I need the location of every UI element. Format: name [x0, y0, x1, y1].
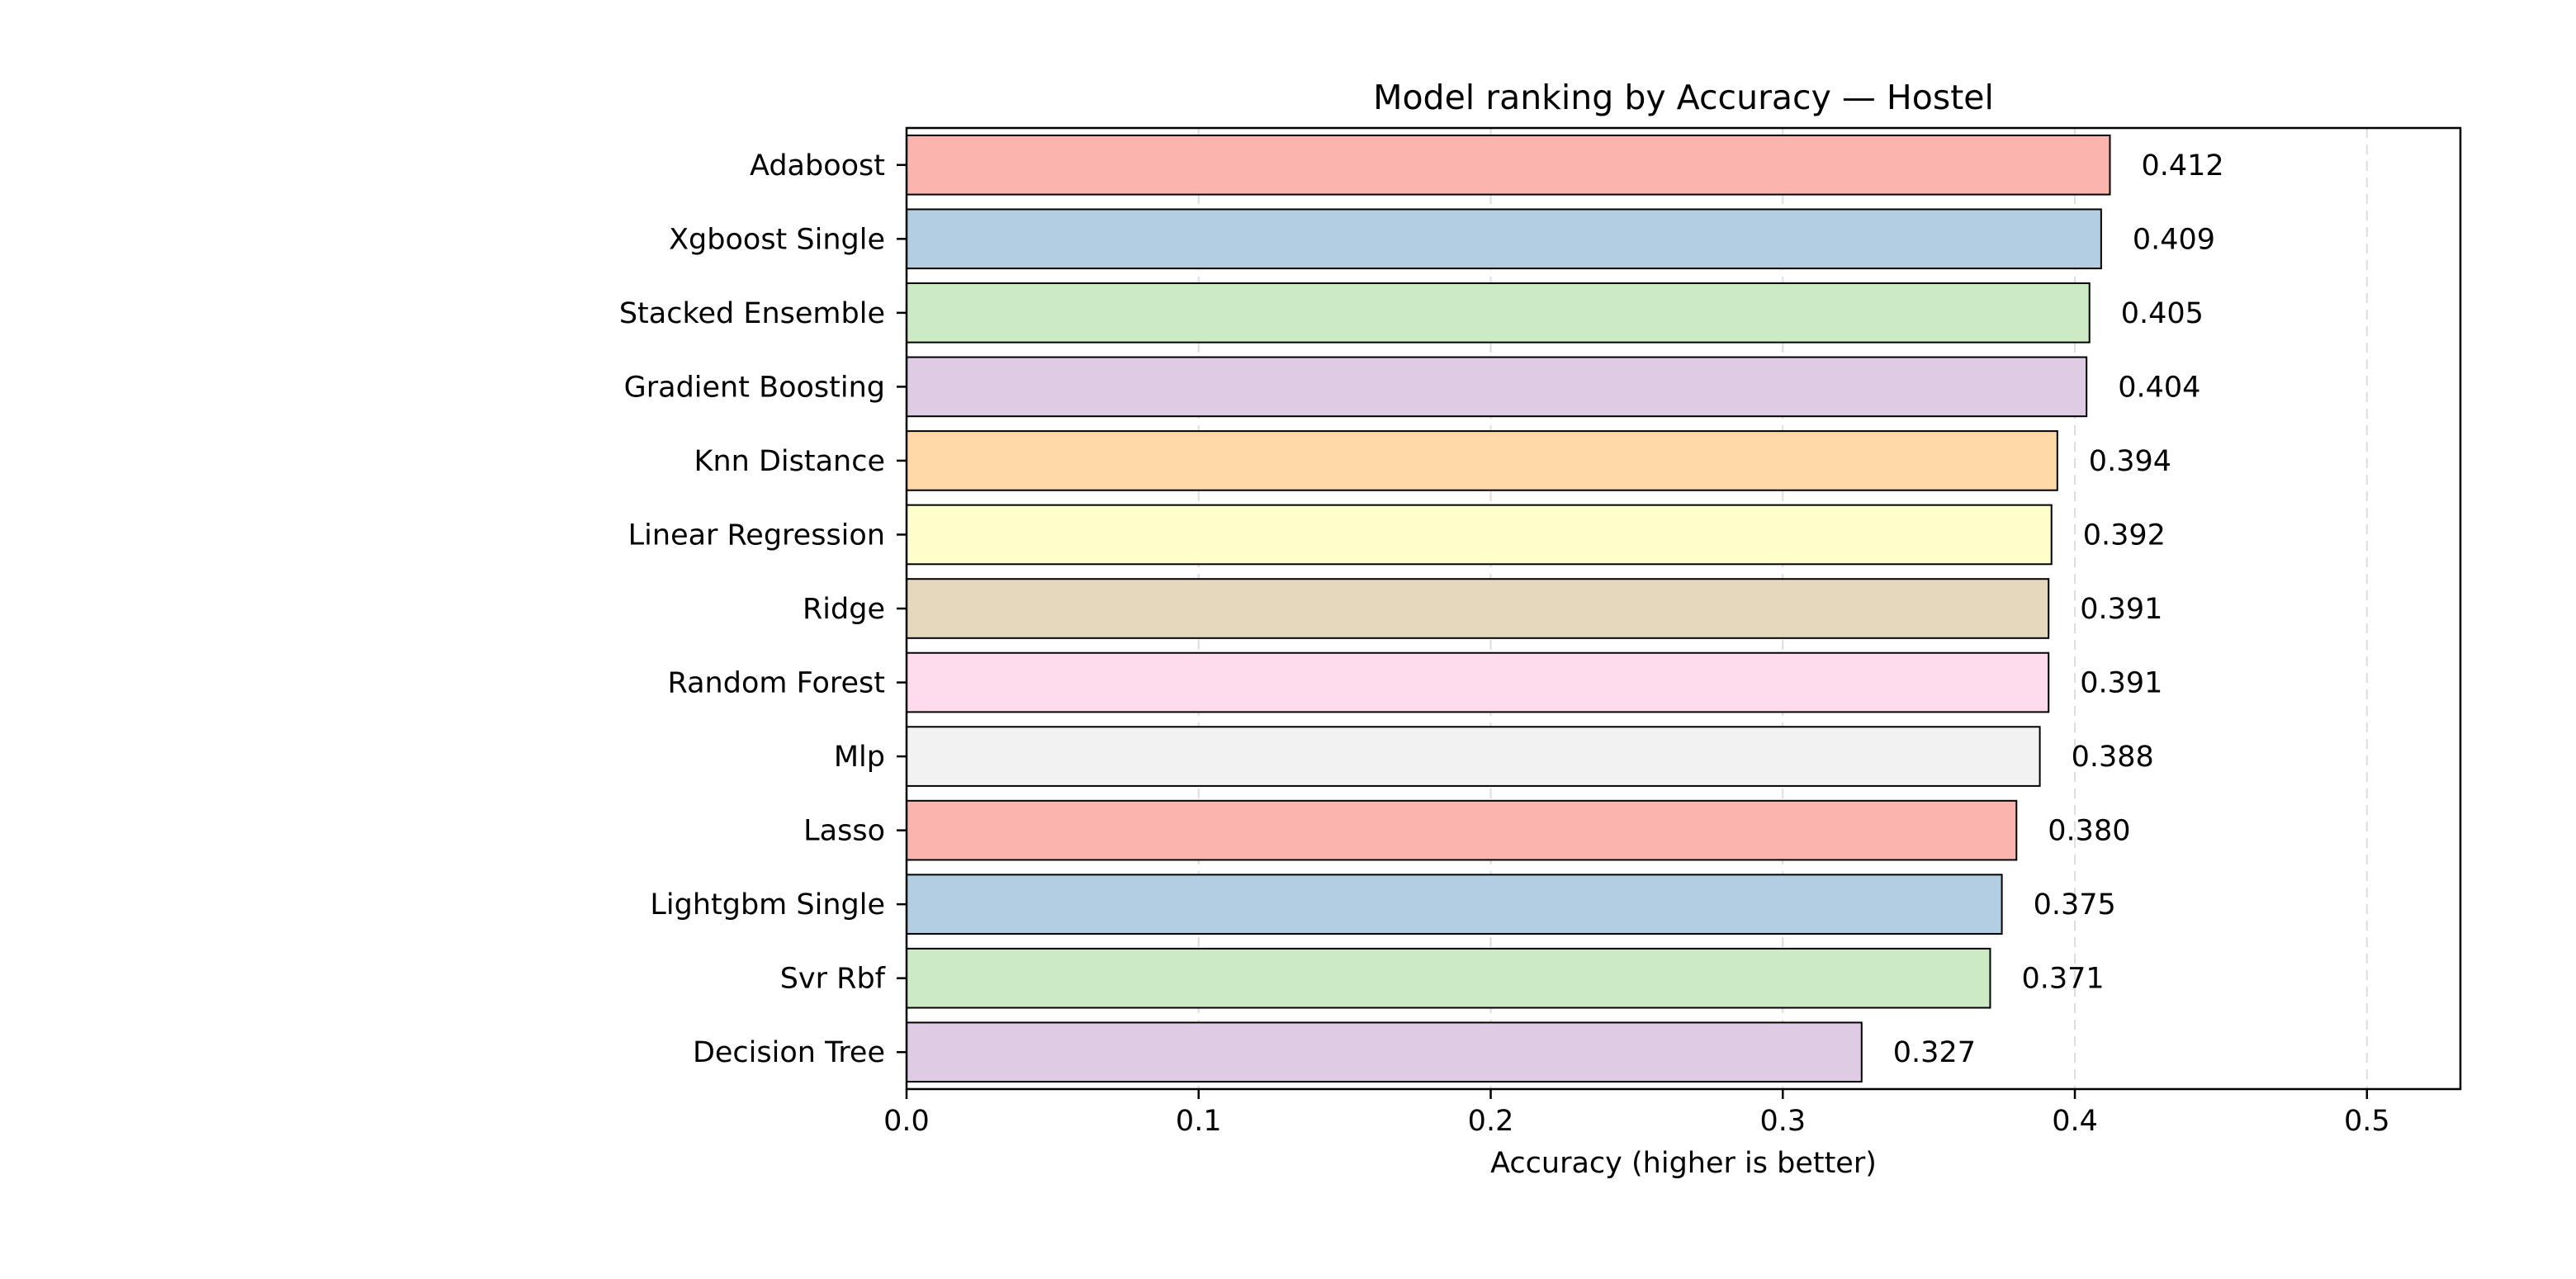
bar-value-label: 0.404: [2118, 371, 2200, 404]
x-tick-label: 0.2: [1468, 1105, 1514, 1138]
bar-value-label: 0.388: [2072, 741, 2154, 774]
bar-value-label: 0.371: [2021, 963, 2104, 996]
y-tick-label: Mlp: [834, 741, 885, 774]
bar-decision-tree: [906, 1021, 1863, 1083]
bar-adaboost: [906, 134, 2111, 196]
x-tick-label: 0.0: [883, 1105, 930, 1138]
x-tick-label: 0.1: [1176, 1105, 1222, 1138]
bar-random-forest: [906, 651, 2050, 713]
y-axis: Adaboost Xgboost Single Stacked Ensemble Gr…: [619, 149, 907, 1069]
x-axis: 0.0 0.1 0.2 0.3 0.4 0.5: [883, 1089, 2390, 1138]
bar-value-label: 0.394: [2089, 445, 2171, 478]
bar-value-label: 0.405: [2121, 297, 2204, 330]
bar-lightgbm-single: [906, 874, 2003, 935]
x-tick-label: 0.5: [2344, 1105, 2390, 1138]
y-tick-label: Decision Tree: [693, 1036, 885, 1069]
bar-gradient-boosting: [906, 356, 2088, 418]
bar-value-label: 0.327: [1893, 1036, 1976, 1069]
y-tick-label: Random Forest: [668, 667, 885, 700]
bar-value-label: 0.380: [2048, 815, 2130, 848]
y-tick-label: Ridge: [803, 593, 885, 626]
y-tick-label: Svr Rbf: [780, 963, 886, 996]
bars: 0.412 0.409 0.405 0.404 0.394 0.392 0.391 0.391…: [906, 134, 2224, 1083]
y-tick-label: Stacked Ensemble: [619, 297, 885, 330]
y-tick-label: Gradient Boosting: [624, 371, 885, 404]
x-axis-label: Accuracy (higher is better): [1490, 1147, 1877, 1180]
bar-mlp: [906, 726, 2041, 787]
bar-linear-regression: [906, 504, 2053, 566]
y-tick-label: Lightgbm Single: [650, 888, 885, 921]
bar-value-label: 0.409: [2133, 223, 2215, 256]
y-tick-label: Xgboost Single: [669, 223, 885, 256]
bar-svr-rbf: [906, 947, 1991, 1009]
bar-value-label: 0.392: [2083, 519, 2166, 552]
bar-ridge: [906, 578, 2050, 639]
bar-stacked-ensemble: [906, 282, 2091, 343]
bar-lasso: [906, 799, 2018, 861]
x-tick-label: 0.4: [2052, 1105, 2098, 1138]
y-tick-label: Adaboost: [750, 149, 885, 182]
y-tick-label: Knn Distance: [694, 445, 885, 478]
y-tick-label: Linear Regression: [628, 519, 885, 552]
bar-value-label: 0.391: [2080, 593, 2162, 626]
bar-xgboost-single: [906, 208, 2102, 270]
x-tick-label: 0.3: [1759, 1105, 1806, 1138]
bar-value-label: 0.375: [2034, 888, 2116, 921]
y-tick-label: Lasso: [803, 815, 885, 848]
bar-value-label: 0.412: [2141, 149, 2223, 182]
chart-title: Model ranking by Accuracy — Hostel: [1373, 78, 1994, 117]
bar-knn-distance: [906, 430, 2058, 491]
bar-value-label: 0.391: [2080, 667, 2162, 700]
